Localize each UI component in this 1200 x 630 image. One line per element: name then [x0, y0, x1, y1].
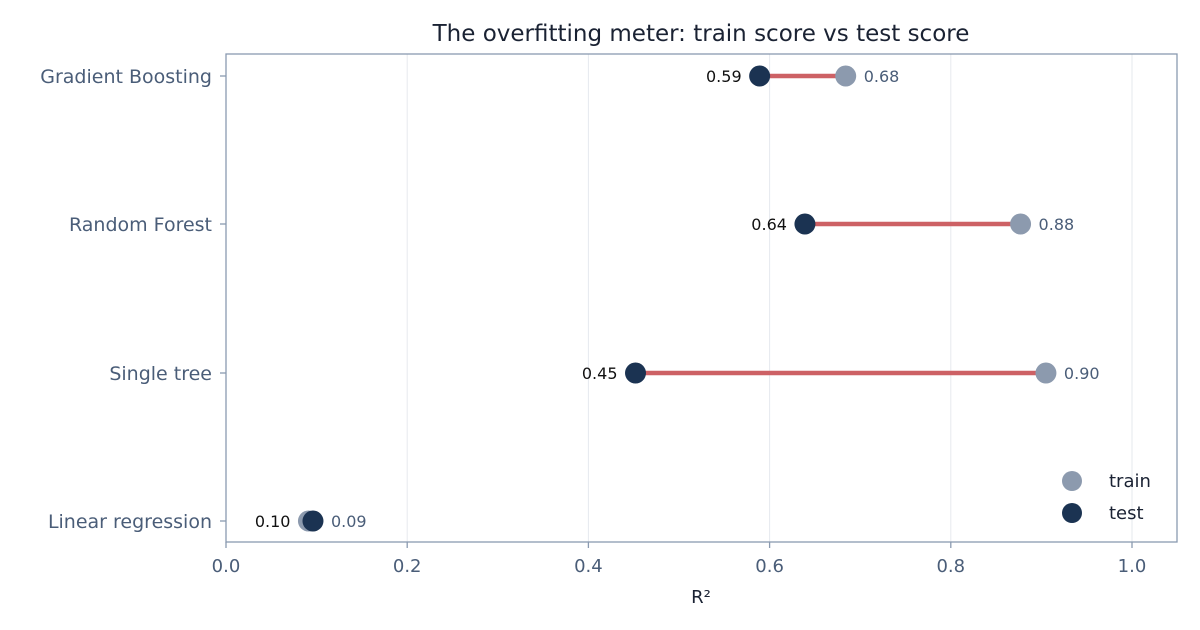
test-point	[302, 510, 324, 532]
legend-marker-train	[1062, 471, 1082, 491]
x-axis: 0.0 0.2 0.4 0.6 0.8 1.0	[212, 542, 1147, 577]
train-value-label: 0.68	[864, 67, 900, 86]
x-tick-label: 0.2	[393, 556, 422, 577]
train-value-label: 0.88	[1039, 215, 1075, 234]
x-axis-label: R²	[691, 587, 711, 608]
data-points	[297, 65, 1057, 532]
test-point	[625, 362, 647, 384]
x-tick-label: 0.4	[574, 556, 603, 577]
train-point	[835, 65, 857, 87]
y-tick-label: Linear regression	[48, 511, 212, 533]
chart-title: The overfitting meter: train score vs te…	[432, 21, 970, 47]
x-tick-label: 0.0	[212, 556, 241, 577]
test-value-label: 0.10	[255, 512, 291, 531]
train-value-label: 0.90	[1064, 364, 1100, 383]
test-point	[749, 65, 771, 87]
grid-lines	[406, 54, 1133, 542]
test-value-label: 0.45	[582, 364, 618, 383]
x-tick-label: 0.8	[936, 556, 965, 577]
legend: train test	[1062, 471, 1151, 524]
y-tick-label: Random Forest	[69, 214, 212, 236]
legend-marker-test	[1062, 503, 1082, 523]
legend-label-test: test	[1109, 503, 1144, 524]
x-tick-label: 1.0	[1118, 556, 1147, 577]
connector-lines	[308, 73, 1046, 524]
y-axis: Gradient Boosting Random Forest Single tre…	[40, 66, 226, 533]
test-value-label: 0.64	[751, 215, 787, 234]
legend-label-train: train	[1109, 471, 1151, 492]
value-labels: 0.68 0.59 0.88 0.64 0.90 0.45 0.09 0.10	[255, 67, 1100, 531]
plot-frame	[225, 53, 1178, 543]
train-value-label: 0.09	[331, 512, 367, 531]
train-point	[1010, 213, 1032, 235]
test-point	[794, 213, 816, 235]
y-tick-label: Single tree	[109, 363, 212, 385]
x-tick-label: 0.6	[755, 556, 784, 577]
train-point	[1035, 362, 1057, 384]
test-value-label: 0.59	[706, 67, 742, 86]
y-tick-label: Gradient Boosting	[40, 66, 212, 88]
